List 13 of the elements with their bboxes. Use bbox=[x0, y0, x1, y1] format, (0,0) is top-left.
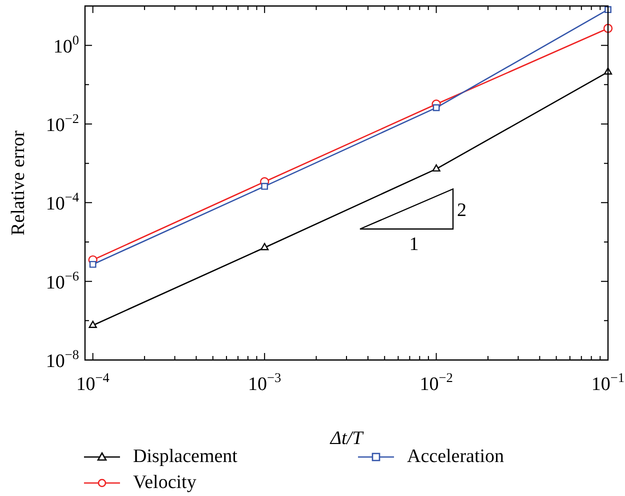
legend-label: Acceleration bbox=[407, 446, 504, 468]
y-axis-title: Relative error bbox=[8, 130, 29, 236]
point bbox=[432, 164, 440, 172]
point bbox=[88, 320, 97, 328]
legend-label: Velocity bbox=[133, 472, 196, 494]
legend-label: Displacement bbox=[133, 446, 238, 468]
point bbox=[89, 260, 96, 268]
annotation: 2 bbox=[457, 200, 466, 221]
annotation: 1 bbox=[409, 234, 419, 255]
point bbox=[260, 243, 269, 250]
point bbox=[261, 182, 268, 190]
x-axis-title: Δt/T bbox=[329, 428, 364, 449]
point bbox=[432, 104, 440, 112]
